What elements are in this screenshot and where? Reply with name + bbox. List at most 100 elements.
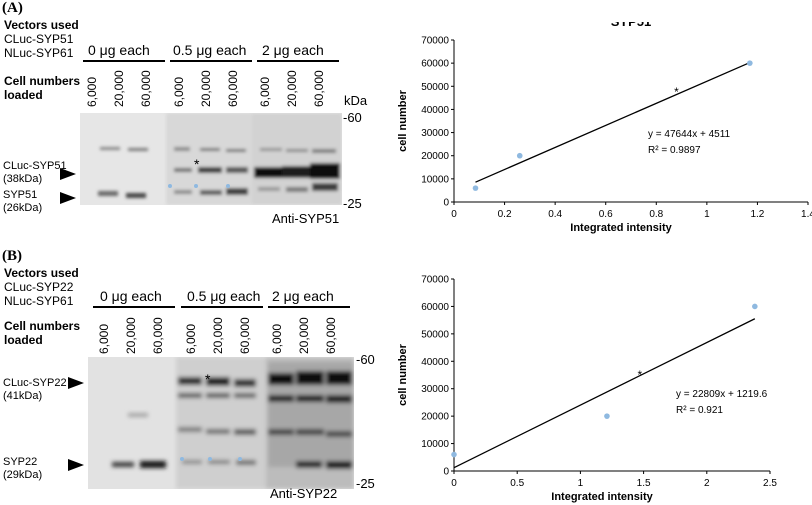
panel-b-band-label-syp: SYP22 (29kDa) [3, 456, 43, 481]
lane-label: 6,000 [184, 323, 198, 354]
lane-label: 60,000 [312, 70, 326, 107]
lane-label: 60,000 [139, 70, 153, 107]
trendline-equation: y = 47644x + 4511 [648, 129, 731, 140]
panel-a-band-label-syp: SYP51 (26kDa) [3, 189, 43, 214]
r-squared: R² = 0.921 [676, 405, 723, 416]
panel-b-vector-2: NLuc-SYP61 [4, 294, 74, 308]
x-tick-label: 0 [451, 478, 457, 489]
lane-label: 20,000 [199, 70, 213, 107]
x-tick-label: 0.2 [498, 209, 512, 220]
lane-label: 20,000 [285, 70, 299, 107]
y-tick-label: 0 [443, 467, 449, 478]
x-tick-label: 2.5 [763, 478, 777, 489]
panel-a-arrow-cluc [60, 168, 76, 180]
panel-b-kda-60: -60 [356, 352, 375, 367]
y-tick-label: 40000 [421, 105, 449, 116]
panel-b-asterisk: * [205, 371, 211, 387]
y-tick-label: 20000 [421, 151, 449, 162]
lane-label: 60,000 [151, 317, 165, 354]
chart-syp22: SYP2201000020000300004000050000600007000… [397, 275, 777, 504]
x-tick-label: 0.5 [510, 478, 524, 489]
y-tick-label: 40000 [421, 357, 449, 368]
lane-label: 20,000 [112, 70, 126, 107]
panel-b-group-0ug: 0 μg each [100, 288, 162, 304]
x-tick-label: 0.6 [599, 209, 613, 220]
data-point [604, 413, 610, 419]
panel-a-vectors-title: Vectors used [4, 18, 79, 32]
chart-syp51: SYP51 0 10000 20000 30000 40000 50000 60000 7000… [397, 22, 812, 234]
panel-a-group-0ug: 0 μg each [88, 42, 150, 58]
panel-b-arrow-cluc [68, 377, 84, 389]
y-axis-label: cell number [397, 89, 409, 151]
panel-b-cell-numbers-label: Cell numbers loaded [4, 319, 81, 347]
panel-a-western-blot [80, 113, 342, 205]
star-marker: * [674, 85, 679, 99]
lane-label: 60,000 [238, 317, 252, 354]
panel-b-group-2ug: 2 μg each [272, 288, 334, 304]
data-point [752, 303, 758, 310]
panel-b-vector-1: CLuc-SYP22 [4, 280, 74, 294]
panel-a-band-label-cluc: CLuc-SYP51 (38kDa) [3, 160, 67, 185]
trendline [453, 318, 756, 469]
panel-b-western-blot [88, 357, 354, 489]
y-tick-label: 60000 [421, 59, 449, 70]
panel-a-kda-unit: kDa [344, 93, 368, 108]
x-axis-label: Integrated intensity [570, 222, 672, 234]
lane-label: 20,000 [211, 317, 225, 354]
panel-a-group-bar-2 [170, 60, 252, 62]
lane-label: 20,000 [297, 317, 311, 354]
y-tick-label: 0 [443, 198, 449, 209]
x-tick-label: 1 [578, 478, 584, 489]
lane-label: 6,000 [270, 323, 284, 354]
trendline [475, 61, 751, 183]
panel-b-group-bar-3 [268, 306, 350, 308]
y-tick-label: 50000 [421, 82, 449, 93]
panel-a-cell-numbers-label: Cell numbers loaded [4, 74, 81, 102]
y-tick-label: 70000 [421, 36, 449, 47]
panel-a-group-bar-1 [83, 60, 165, 62]
x-tick-label: 1.4 [801, 209, 812, 220]
y-axis-label: cell number [397, 343, 409, 405]
x-tick-label: 0.8 [649, 209, 663, 220]
panel-b-vectors-title: Vectors used [4, 266, 79, 280]
lane-label: 60,000 [226, 70, 240, 107]
panel-a-kda-25: -25 [343, 196, 362, 211]
panel-b-kda-25: -25 [356, 476, 375, 491]
r-squared: R² = 0.9897 [648, 145, 701, 156]
panel-a-arrow-syp [60, 192, 76, 204]
y-tick-label: 10000 [421, 174, 449, 185]
data-point [451, 451, 457, 458]
panel-b-group-05ug: 0.5 μg each [187, 288, 261, 304]
panel-a-vector-1: CLuc-SYP51 [4, 32, 74, 46]
panel-b-label: (B) [2, 248, 22, 264]
chart-title: SYP51 [611, 22, 651, 29]
panel-a-group-2ug: 2 μg each [262, 42, 324, 58]
star-marker: * [637, 368, 642, 382]
lane-label: 6,000 [85, 76, 99, 107]
panel-a-label: (A) [2, 0, 23, 16]
trendline-equation: y = 22809x + 1219.6 [676, 389, 768, 400]
x-axis-label: Integrated intensity [551, 491, 653, 503]
y-tick-label: 20000 [421, 412, 449, 423]
data-point [747, 60, 753, 66]
lane-label: 6,000 [172, 76, 186, 107]
panel-b-arrow-syp [68, 459, 84, 471]
x-tick-label: 2 [704, 478, 710, 489]
x-tick-label: 1.5 [637, 478, 651, 489]
y-tick-label: 30000 [421, 128, 449, 139]
x-tick-label: 1 [704, 209, 710, 220]
data-point [516, 152, 523, 159]
x-tick-label: 0 [451, 209, 457, 220]
lane-label: 6,000 [97, 323, 111, 354]
lane-label: 60,000 [324, 317, 338, 354]
lane-label: 6,000 [258, 76, 272, 107]
data-point [472, 185, 479, 191]
y-tick-label: 10000 [421, 439, 449, 450]
panel-b-antibody-label: Anti-SYP22 [270, 486, 338, 501]
y-tick-label: 30000 [421, 384, 449, 395]
x-tick-label: 0.4 [548, 209, 562, 220]
x-tick-label: 1.2 [750, 209, 764, 220]
panel-a-antibody-label: Anti-SYP51 [272, 211, 340, 226]
y-tick-label: 70000 [421, 275, 449, 286]
panel-b-band-label-cluc: CLuc-SYP22 (41kDa) [3, 377, 67, 402]
